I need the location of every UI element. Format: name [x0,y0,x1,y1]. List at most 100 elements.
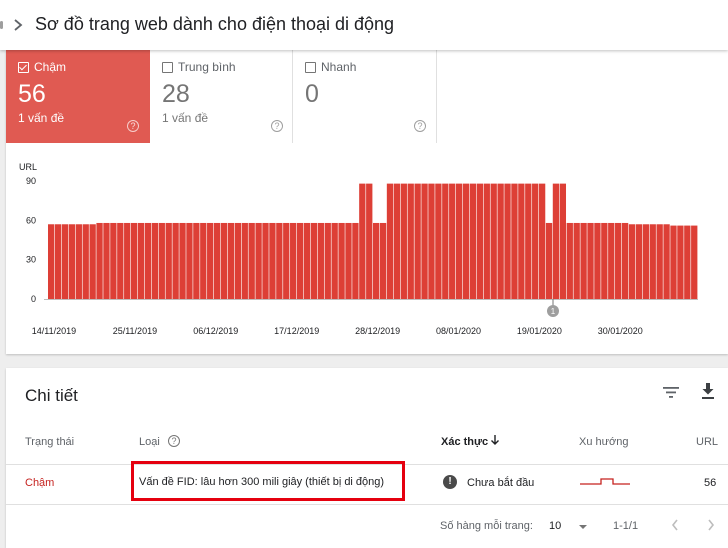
help-icon[interactable]: ? [271,120,283,132]
bar [324,222,331,299]
bar [608,222,615,299]
filter-icon[interactable] [662,384,680,400]
bar [642,224,649,299]
bar [54,224,62,299]
details-title: Chi tiết [25,386,78,405]
bar [296,222,304,299]
tile-count: 56 [18,80,46,108]
bar [379,222,387,299]
column-header-trend[interactable]: Xu hướng [579,436,629,448]
bar [414,183,421,299]
bar [82,224,89,299]
bar [525,183,532,299]
bar [241,222,248,299]
x-tick-label: 25/11/2019 [113,326,157,336]
column-header-status[interactable]: Trạng thái [25,436,75,448]
bar [165,222,172,299]
bar [545,222,553,299]
back-handle[interactable] [0,21,3,29]
bar [428,183,435,299]
bar [552,183,560,299]
bar [393,183,401,299]
divider [6,504,728,505]
bar [75,224,82,299]
column-header-url[interactable]: URL [696,436,719,448]
y-tick-label: 30 [26,255,36,265]
chevron-right-icon[interactable] [706,518,716,532]
x-tick-label: 17/12/2019 [274,326,319,336]
bar [89,224,96,299]
bar [213,222,221,299]
help-icon[interactable]: ? [168,435,180,447]
bar [532,183,539,299]
y-tick-label: 0 [31,294,36,304]
highlight-box [131,461,405,501]
bar [386,183,394,299]
bar [469,183,477,299]
tile-label: Nhanh [321,60,357,74]
bar [483,183,490,299]
rows-per-page-select[interactable]: 10 [549,520,562,532]
row-type[interactable]: Vấn đề FID: lâu hơn 300 mili giây (thiết… [139,476,385,488]
tile-fast[interactable]: Nhanh 0 ? [293,50,437,143]
tile-count: 28 [162,80,190,108]
x-tick-label: 14/11/2019 [32,326,76,336]
annotation-label: 1 [551,307,556,316]
bar [373,222,380,299]
tile-issues: 1 vấn đề [162,111,209,125]
bar [103,222,110,299]
bar [677,225,684,299]
column-header-validation[interactable]: Xác thực [441,436,489,448]
y-axis-title: URL [19,162,37,172]
row-status[interactable]: Chậm [25,477,55,489]
bar [352,222,359,299]
bar [255,222,262,299]
bar [573,222,580,299]
bar [559,183,567,299]
column-header-type[interactable]: Loại [139,436,160,448]
chevron-left-icon[interactable] [670,518,680,532]
bar [290,222,297,299]
checkbox-icon[interactable] [162,62,173,73]
tile-count: 0 [305,80,319,108]
help-icon[interactable]: ? [414,120,426,132]
bar [684,225,691,299]
bar [117,222,124,299]
checkbox-icon[interactable] [305,62,316,73]
tile-medium[interactable]: Trung bình 28 1 vấn đề ? [150,50,293,143]
page-title: Sơ đồ trang web dành cho điện thoại di đ… [35,14,395,34]
bar [124,222,131,299]
bar [580,222,587,299]
bar [490,183,497,299]
tile-slow[interactable]: Chậm 56 1 vấn đề ? [6,50,150,143]
details-card: Chi tiết Trạng thái Loại ? Xác thực Xu h… [6,368,728,548]
download-icon[interactable] [700,382,716,400]
pagination-range: 1-1/1 [613,520,639,532]
bar [200,222,207,299]
bar [179,222,186,299]
checkbox-checked-icon[interactable] [18,62,29,73]
bar [601,222,608,299]
bar [518,183,525,299]
bar [144,222,152,299]
alert-icon: ! [443,475,457,489]
chevron-down-icon[interactable] [579,525,587,529]
bar [538,183,546,299]
x-tick-label: 30/01/2020 [598,326,643,336]
help-icon[interactable]: ? [127,120,139,132]
bar [283,222,290,299]
divider [6,464,728,465]
bar [317,222,324,299]
bar [497,183,504,299]
row-validation[interactable]: Chưa bắt đầu [467,477,535,489]
y-tick-label: 90 [26,176,36,186]
arrow-down-icon[interactable] [490,434,500,446]
tile-issues: 1 vấn đề [18,111,65,125]
bar [331,222,338,299]
bar [366,183,373,299]
trend-sparkline [580,478,630,485]
x-tick-label: 06/12/2019 [193,326,238,336]
bar [449,183,456,299]
bar [310,222,318,299]
bar [158,222,165,299]
